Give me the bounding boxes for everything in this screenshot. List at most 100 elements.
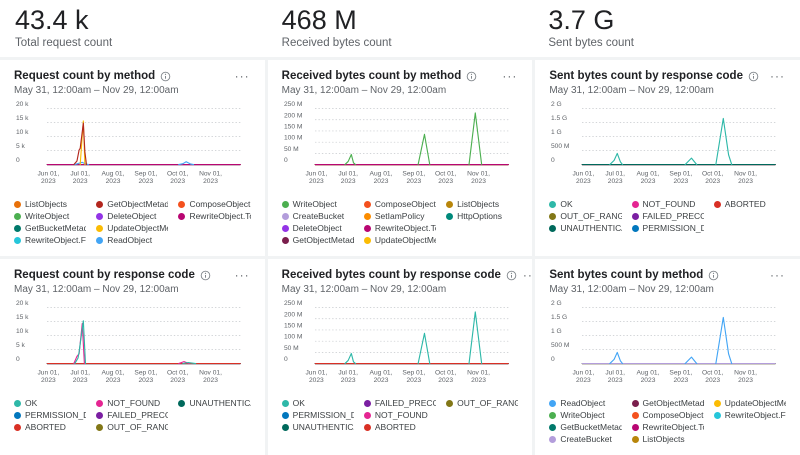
legend-dot	[281, 399, 289, 407]
legend-item[interactable]: PERMISSION_DENIED	[14, 409, 86, 421]
legend-item[interactable]: RewriteObject.To	[178, 210, 251, 222]
info-icon[interactable]	[466, 71, 477, 82]
legend-item[interactable]: WriteObject	[549, 409, 621, 421]
legend-item[interactable]: GetObjectMetadata	[281, 234, 354, 246]
chart-legend: ListObjects WriteObject GetBucketMetadata R…	[14, 198, 251, 246]
legend-dot	[14, 236, 21, 244]
info-icon[interactable]	[200, 270, 211, 281]
chart-time-range: May 31, 12:00am – Nov 29, 12:00am	[549, 284, 714, 295]
legend-dot	[14, 212, 21, 220]
legend-item[interactable]: ReadObject	[96, 234, 168, 246]
legend-item[interactable]: NOT_FOUND	[96, 397, 168, 409]
svg-text:Nov 01,: Nov 01,	[467, 170, 490, 177]
svg-text:2023: 2023	[706, 377, 721, 384]
legend-item[interactable]: NOT_FOUND	[363, 409, 436, 421]
legend-item[interactable]: NOT_FOUND	[631, 198, 704, 210]
more-options-icon[interactable]: ···	[234, 268, 250, 282]
legend-label: SetIamPolicy	[374, 211, 425, 221]
legend-item[interactable]: DeleteObject	[96, 210, 168, 222]
legend-item[interactable]: ComposeObject	[363, 198, 436, 210]
legend-item[interactable]: GetBucketMetadata	[14, 222, 86, 234]
stat-value: 43.4 k	[15, 5, 89, 35]
chart-time-range: May 31, 12:00am – Nov 29, 12:00am	[14, 284, 179, 295]
legend-item[interactable]: OK	[549, 198, 621, 210]
svg-text:Nov 01,: Nov 01,	[199, 170, 222, 177]
legend-item[interactable]: WriteObject	[281, 198, 354, 210]
svg-text:Oct 01,: Oct 01,	[435, 170, 457, 177]
svg-text:2023: 2023	[73, 377, 88, 384]
svg-text:100 M: 100 M	[284, 334, 302, 341]
legend-item[interactable]: UpdateObjectMetadata	[363, 234, 436, 246]
legend-item[interactable]: OUT_OF_RANGE	[96, 421, 168, 433]
legend-dot	[631, 200, 639, 208]
legend-item[interactable]: ReadObject	[549, 397, 621, 409]
svg-text:2023: 2023	[576, 377, 591, 384]
legend-item[interactable]: FAILED_PRECONDITION	[363, 397, 436, 409]
legend-item[interactable]: WriteObject	[14, 210, 86, 222]
legend-item[interactable]: ComposeObject	[178, 198, 250, 210]
more-options-icon[interactable]: ···	[769, 268, 785, 282]
svg-text:2 G: 2 G	[551, 300, 562, 307]
legend-item[interactable]: ABORTED	[713, 198, 786, 210]
legend-item[interactable]: ListObjects	[446, 198, 518, 210]
legend-item[interactable]: OUT_OF_RANGE	[446, 397, 518, 409]
legend-dot	[96, 411, 104, 419]
legend-item[interactable]: RewriteObject.From	[14, 234, 86, 246]
legend-dot	[631, 224, 639, 232]
legend-item[interactable]: CreateBucket	[281, 210, 354, 222]
legend-item[interactable]: DeleteObject	[281, 222, 354, 234]
info-icon[interactable]	[748, 71, 759, 82]
svg-text:2023: 2023	[641, 178, 656, 185]
legend-label: OUT_OF_RANGE	[457, 398, 519, 408]
legend-item[interactable]: UNAUTHENTICATED	[178, 397, 251, 409]
info-icon[interactable]	[506, 270, 517, 281]
legend-item[interactable]: RewriteObject.To	[631, 421, 704, 433]
legend-dot	[281, 200, 289, 208]
legend-item[interactable]: CreateBucket	[549, 433, 621, 445]
legend-item[interactable]: ABORTED	[14, 421, 86, 433]
legend-item[interactable]: RewriteObject.To	[363, 222, 436, 234]
legend-item[interactable]: RewriteObject.From	[713, 409, 786, 421]
legend-dot	[178, 399, 186, 407]
legend-item[interactable]: ComposeObject	[631, 409, 704, 421]
legend-item[interactable]: PERMISSION_DENIED	[281, 409, 354, 421]
more-options-icon[interactable]: ···	[234, 69, 250, 83]
legend-item[interactable]: OK	[281, 397, 354, 409]
info-icon[interactable]	[160, 71, 171, 82]
legend-dot	[631, 411, 639, 419]
legend-item[interactable]: UNAUTHENTICATED	[549, 222, 622, 234]
more-options-icon[interactable]: ···	[769, 69, 785, 83]
legend-item[interactable]: GetBucketMetadata	[549, 421, 622, 433]
legend-item[interactable]: ABORTED	[363, 421, 436, 433]
legend-item[interactable]: UNAUTHENTICATED	[281, 421, 354, 433]
legend-item[interactable]: SetIamPolicy	[363, 210, 436, 222]
legend-item[interactable]: OUT_OF_RANGE	[549, 210, 622, 222]
svg-text:2023: 2023	[203, 178, 218, 185]
more-options-icon[interactable]: ···	[522, 268, 532, 282]
legend-item[interactable]: FAILED_PRECONDITION	[96, 409, 168, 421]
card-received-bytes-by-method: Received bytes count by method ··· May 3…	[267, 60, 533, 256]
stat-label: Received bytes count	[281, 37, 392, 50]
svg-text:50 M: 50 M	[284, 146, 299, 153]
legend-label: GetBucketMetadata	[560, 422, 622, 432]
legend-item[interactable]: GetObjectMetadata	[96, 198, 168, 210]
svg-text:2023: 2023	[309, 178, 324, 185]
legend-dot	[281, 411, 289, 419]
info-icon[interactable]	[708, 270, 719, 281]
chart-legend: OK PERMISSION_DENIED UNAUTHENTICATED FAILED…	[281, 397, 519, 433]
legend-label: ComposeObject	[642, 410, 704, 420]
legend-item[interactable]: HttpOptions	[446, 210, 518, 222]
legend-item[interactable]: ListObjects	[14, 198, 86, 210]
legend-item[interactable]: PERMISSION_DENIED	[631, 222, 704, 234]
legend-item[interactable]: OK	[14, 397, 86, 409]
card-request-count-by-response-code: Request count by response code ··· May 3…	[0, 259, 265, 455]
svg-text:Aug 01,: Aug 01,	[369, 170, 392, 177]
legend-item[interactable]: ListObjects	[631, 433, 704, 445]
legend-item[interactable]: FAILED_PRECONDITION	[631, 210, 704, 222]
legend-item[interactable]: UpdateObjectMetadata	[96, 222, 168, 234]
legend-item[interactable]: UpdateObjectMetadata	[713, 397, 786, 409]
legend-item[interactable]: GetObjectMetadata	[631, 397, 704, 409]
more-options-icon[interactable]: ···	[502, 69, 518, 83]
svg-text:Nov 01,: Nov 01,	[734, 369, 757, 376]
